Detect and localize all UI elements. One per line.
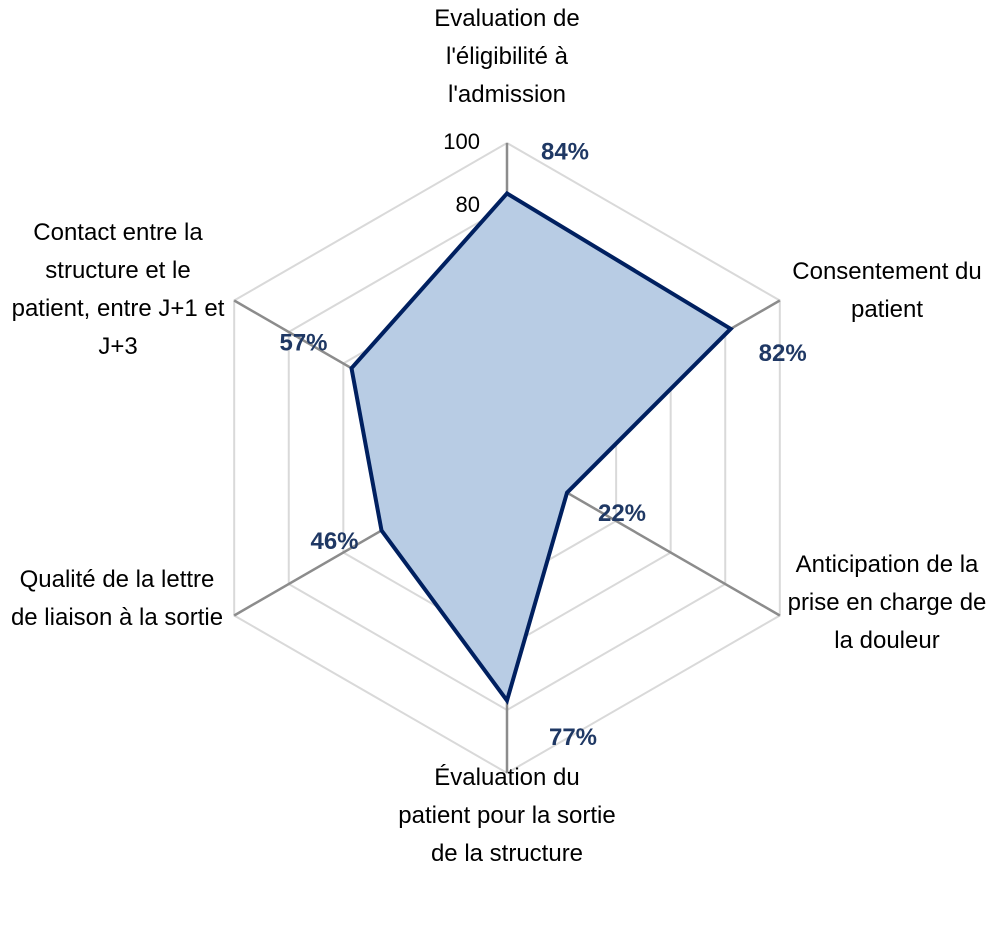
data-label: 22% (598, 500, 646, 527)
data-label: 84% (541, 139, 589, 166)
category-label: Qualité de la lettre de liaison à la sor… (10, 566, 224, 631)
y-tick-label: 80 (456, 192, 480, 217)
category-label: Contact entre la structure et le patient… (11, 219, 225, 360)
series-area (349, 190, 734, 705)
category-label: Évaluation du patient pour la sortie de … (398, 764, 616, 867)
data-label: 57% (279, 330, 327, 357)
data-label: 82% (759, 340, 807, 367)
category-label: Consentement du patient (792, 258, 982, 323)
data-label: 46% (310, 528, 358, 555)
data-label: 77% (549, 724, 597, 751)
category-label: Evaluation de l'éligibilité à l'admissio… (434, 5, 580, 108)
category-label: Anticipation de la prise en charge de la… (787, 551, 987, 654)
y-tick-label: 100 (443, 129, 480, 154)
